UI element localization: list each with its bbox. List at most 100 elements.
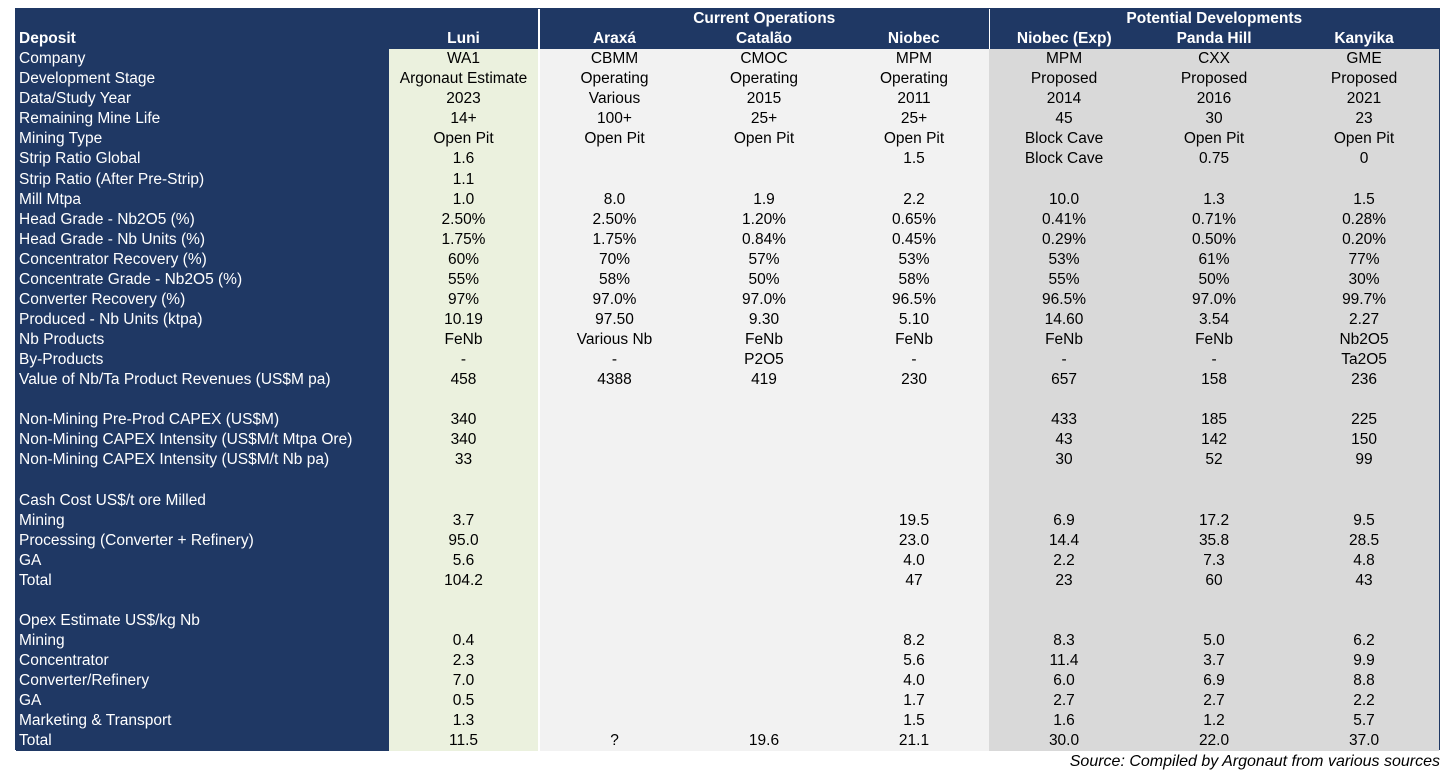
table-cell: 1.2 [1139,711,1290,732]
group-current-operations: Current Operations [537,9,990,30]
table-cell: 0.84% [689,229,839,250]
table-row: Head Grade - Nb Units (%) 1.75% 1.75% 0.84%… [16,229,1440,250]
column-header: Araxá [538,29,689,50]
table-cell: 0 [1289,149,1440,170]
table-cell: 0.71% [1139,209,1290,230]
table-cell [538,149,689,170]
row-label: Non-Mining CAPEX Intensity (US$M/t Nb pa… [16,450,389,471]
table-cell: 4.0 [839,671,990,692]
table-row: Total 11.5? 19.6 21.1 30.0 22.0 37.0 [16,731,1440,752]
table-cell [989,590,1140,611]
table-cell [538,610,689,631]
table-cell: 97% [389,289,539,310]
row-label: Remaining Mine Life [16,109,389,130]
table-cell: 60% [389,249,539,270]
table-cell: Operating [538,69,689,90]
table-cell: 419 [689,370,839,391]
table-cell: 97.0% [538,289,689,310]
row-label: By-Products [16,350,389,371]
table-cell: 0.29% [989,229,1140,250]
table-cell: - [989,350,1140,371]
table-cell: 8.2 [839,630,990,651]
row-label: Mining Type [16,129,389,150]
group-potential-developments: Potential Developments [988,9,1440,30]
table-row: Converter Recovery (%) 97% 97.0% 97.0% 96.5%… [16,289,1440,310]
table-row: GA 0.5 1.7 2.7 2.7 2.2 [16,691,1440,712]
row-label: Company [16,49,389,70]
table-cell [538,711,689,732]
table-cell: 5.7 [1289,711,1440,732]
table-cell: 97.0% [689,289,839,310]
table-cell: 104.2 [389,570,539,591]
table-cell: 97.0% [1139,289,1290,310]
table-cell: 7.0 [389,671,539,692]
table-cell [839,430,990,451]
table-cell: 340 [389,430,539,451]
table-cell: 8.0 [538,189,689,210]
table-cell: Nb2O5 [1289,330,1440,351]
table-cell: 47 [839,570,990,591]
table-cell: 3.54 [1139,309,1290,330]
table-cell: 23.0 [839,530,990,551]
table-cell: CBMM [538,49,689,70]
table-cell [839,390,990,411]
row-label: Non-Mining Pre-Prod CAPEX (US$M) [16,410,389,431]
table-cell [989,390,1140,411]
table-cell: 2.7 [989,691,1140,712]
table-cell [839,169,990,190]
table-cell: 61% [1139,249,1290,270]
source-note: Source: Compiled by Argonaut from variou… [1069,753,1440,770]
row-label: Mill Mtpa [16,189,389,210]
table-cell [839,610,990,631]
row-label: Strip Ratio (After Pre-Strip) [16,169,389,190]
table-cell: 97.50 [538,309,689,330]
table-cell: Open Pit [689,129,839,150]
row-label: Total [16,731,389,752]
table-cell: P2O5 [689,350,839,371]
table-cell: 58% [538,269,689,290]
table-cell: 185 [1139,410,1290,431]
table-cell [389,390,539,411]
table-cell [689,530,839,551]
deposit-header: Deposit [16,29,389,50]
table-cell: 14.4 [989,530,1140,551]
table-cell [839,590,990,611]
table-cell: 1.5 [1289,189,1440,210]
table-cell: 30.0 [989,731,1140,752]
table-cell [389,590,539,611]
table-cell: 1.3 [1139,189,1290,210]
table-cell: 6.2 [1289,630,1440,651]
table-cell: 1.75% [538,229,689,250]
table-cell: Various Nb [538,330,689,351]
table-row: Processing (Converter + Refinery) 95.0 23.… [16,530,1440,551]
table-row [16,390,1440,411]
table-cell: FeNb [689,330,839,351]
comparison-table: Current Operations Potential Development… [16,9,1440,752]
row-label: Processing (Converter + Refinery) [16,530,389,551]
table-row: Produced - Nb Units (ktpa) 10.19 97.50 9.30… [16,309,1440,330]
table-cell [389,490,539,511]
row-label: Mining [16,630,389,651]
table-row: Mining 3.7 19.5 6.9 17.2 9.5 [16,510,1440,531]
table-cell: 2.2 [1289,691,1440,712]
table-cell: 2.7 [1139,691,1290,712]
table-cell [1289,610,1440,631]
table-cell [389,610,539,631]
table-cell: Open Pit [538,129,689,150]
table-cell: GME [1289,49,1440,70]
table-cell: Ta2O5 [1289,350,1440,371]
table-cell: 35.8 [1139,530,1290,551]
row-label: Produced - Nb Units (ktpa) [16,309,389,330]
row-label: Non-Mining CAPEX Intensity (US$M/t Mtpa … [16,430,389,451]
row-label: Data/Study Year [16,89,389,110]
table-cell: 458 [389,370,539,391]
table-cell: Proposed [989,69,1140,90]
table-row: Non-Mining CAPEX Intensity (US$M/t Mtpa … [16,430,1440,451]
table-cell: 28.5 [1289,530,1440,551]
table-row: Data/Study Year 2023 Various 2015 2011 2014 20… [16,89,1440,110]
table-row: Value of Nb/Ta Product Revenues (US$M pa… [16,370,1440,391]
table-cell: 3.7 [389,510,539,531]
table-cell: 11.5 [389,731,539,752]
table-cell [689,390,839,411]
table-cell: 1.1 [389,169,539,190]
